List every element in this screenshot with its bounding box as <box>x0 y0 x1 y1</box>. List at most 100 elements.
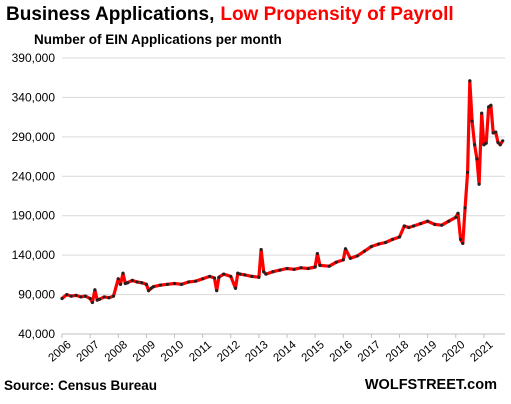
y-tick-label: 340,000 <box>12 90 56 104</box>
x-tick-label: 2006 <box>46 339 73 365</box>
data-point <box>440 223 444 227</box>
data-point <box>250 274 254 279</box>
data-point <box>468 79 472 83</box>
data-point <box>118 282 123 286</box>
x-tick-label: 2008 <box>103 339 130 365</box>
data-point <box>135 280 139 284</box>
chart-subtitle: Number of EIN Applications per month <box>34 32 282 47</box>
data-point <box>285 266 289 271</box>
x-tick-label: 2010 <box>159 339 186 365</box>
data-point <box>158 283 163 287</box>
data-point <box>215 289 219 293</box>
data-point <box>376 242 381 246</box>
data-point <box>233 286 238 290</box>
x-tick-label: 2015 <box>300 339 327 365</box>
x-tick-label: 2020 <box>440 339 467 365</box>
x-axis: 2006 2007 2008 2009 2010 2011 2012 2013 2014 2015… <box>46 333 505 365</box>
data-point <box>327 264 331 268</box>
data-point <box>480 111 484 115</box>
data-point <box>208 274 212 279</box>
data-point <box>69 294 73 298</box>
x-tick-label: 2012 <box>215 339 242 365</box>
data-point <box>229 274 233 279</box>
series-layer <box>60 79 505 305</box>
x-tick-label: 2011 <box>187 339 214 364</box>
data-point <box>257 275 261 279</box>
data-point <box>74 293 78 297</box>
data-point <box>318 263 322 267</box>
data-point <box>93 288 97 292</box>
x-tick-label: 2007 <box>75 339 102 365</box>
data-point <box>271 270 275 274</box>
data-point <box>383 240 388 245</box>
data-point <box>461 241 465 245</box>
data-point <box>264 272 268 276</box>
data-point <box>426 219 430 223</box>
x-tick-label: 2017 <box>356 339 383 365</box>
data-point <box>186 280 191 284</box>
data-point <box>475 157 479 161</box>
data-point <box>179 282 184 286</box>
data-point <box>88 296 92 301</box>
data-point <box>390 237 395 241</box>
chart-title-main: Business Applications, <box>6 4 215 25</box>
data-point <box>306 266 310 271</box>
data-point <box>130 278 134 282</box>
data-point <box>489 103 493 107</box>
data-point <box>456 211 460 215</box>
data-point <box>369 244 373 249</box>
brand-label: WOLFSTREET.com <box>364 377 497 393</box>
data-point <box>151 285 156 289</box>
data-point <box>411 224 416 228</box>
data-point <box>470 119 474 123</box>
data-point <box>217 275 221 279</box>
data-point <box>341 258 345 262</box>
data-point <box>355 254 359 258</box>
data-point <box>262 270 266 274</box>
data-point <box>313 265 317 269</box>
data-point <box>348 256 352 260</box>
data-point <box>144 282 148 286</box>
data-point <box>102 295 106 299</box>
data-point <box>465 170 470 174</box>
data-point <box>343 247 348 251</box>
data-point <box>397 235 402 239</box>
data-point <box>498 143 502 147</box>
data-point <box>90 300 94 305</box>
data-point <box>315 251 319 256</box>
data-point <box>433 222 437 226</box>
data-point <box>139 281 144 285</box>
data-point <box>149 286 153 290</box>
data-point <box>419 222 423 226</box>
data-point <box>458 237 463 241</box>
data-point <box>83 294 87 298</box>
data-point <box>125 281 130 285</box>
data-point <box>477 182 481 186</box>
data-point <box>194 279 198 283</box>
data-point <box>259 248 263 252</box>
series-line <box>60 79 505 305</box>
grid-lines <box>62 57 505 335</box>
data-point <box>238 272 242 276</box>
data-point <box>473 143 477 147</box>
data-point <box>222 272 226 276</box>
data-point <box>147 289 151 293</box>
x-tick-label: 2016 <box>328 339 355 365</box>
data-point <box>165 282 170 286</box>
y-tick-label: 290,000 <box>12 130 56 144</box>
data-point <box>97 297 102 301</box>
y-tick-label: 390,000 <box>12 51 56 65</box>
data-point <box>278 268 282 272</box>
data-point <box>484 141 488 145</box>
y-tick-label: 190,000 <box>12 209 56 223</box>
data-point <box>107 296 111 300</box>
data-point <box>482 143 486 147</box>
data-point <box>121 271 125 275</box>
y-tick-label: 140,000 <box>12 248 56 262</box>
x-tick-label: 2021 <box>468 339 495 365</box>
y-tick-label: 40,000 <box>18 327 55 341</box>
x-tick-label: 2013 <box>243 339 270 365</box>
data-point <box>212 276 217 280</box>
data-point <box>172 281 177 286</box>
data-point <box>491 131 495 135</box>
